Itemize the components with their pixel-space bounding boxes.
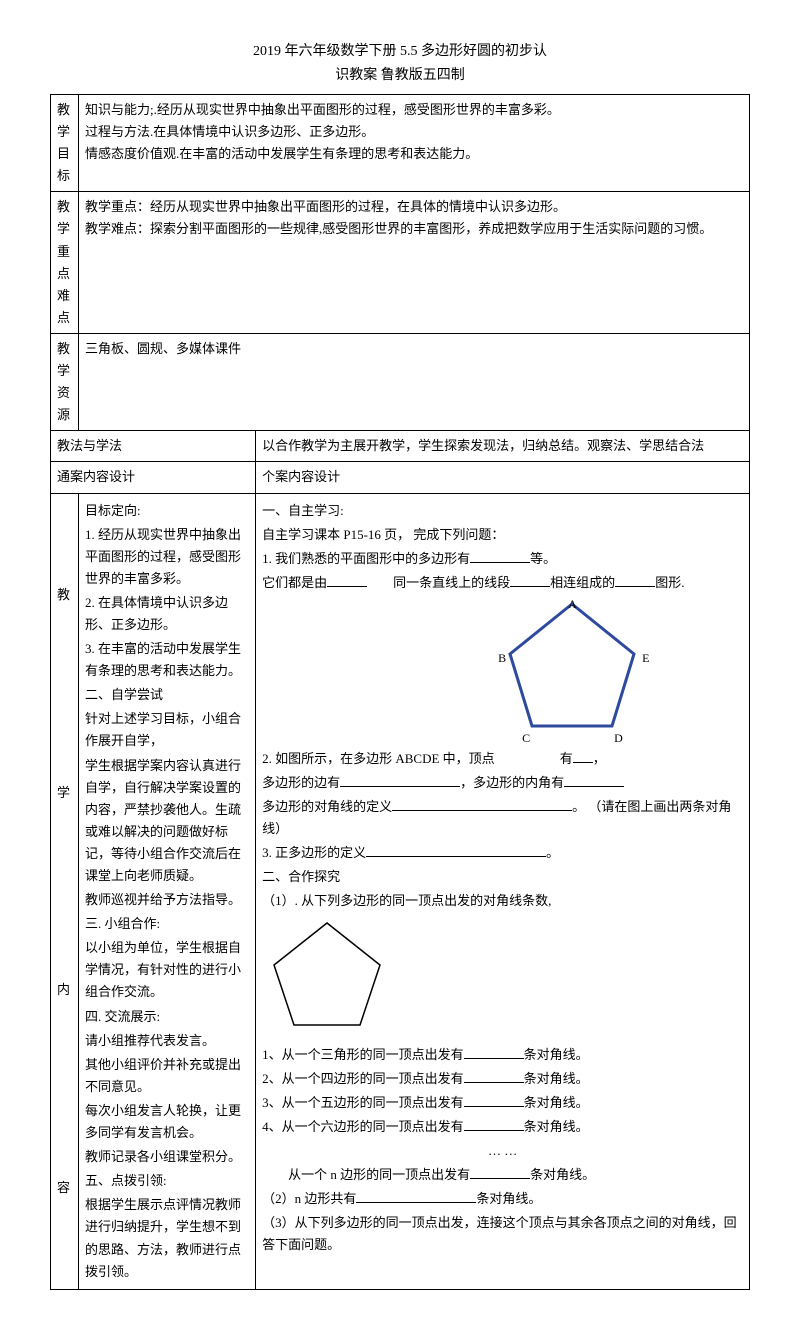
plan-col1-header: 通案内容设计	[51, 462, 256, 493]
focus-text: 教学重点：经历从现实世界中抽象出平面图形的过程，在具体的情境中认识多边形。 教学…	[79, 192, 750, 334]
goal-text: 知识与能力;.经历从现实世界中抽象出平面图形的过程，感受图形世界的丰富多彩。 过…	[79, 95, 750, 192]
focus-label: 教 学 重 点 难 点	[51, 192, 79, 334]
doc-title: 2019 年六年级数学下册 5.5 多边形好圆的初步认	[50, 40, 750, 60]
resource-label: 教学资源	[51, 333, 79, 430]
goal-label: 教学目标	[51, 95, 79, 192]
resource-text: 三角板、圆规、多媒体课件	[79, 333, 750, 430]
right-content: 一、自主学习: 自主学习课本 P15-16 页， 完成下列问题： 1. 我们熟悉…	[256, 493, 750, 1289]
vertex-d: D	[614, 728, 623, 748]
vertex-c: C	[522, 728, 530, 748]
doc-subtitle: 识教案 鲁教版五四制	[50, 64, 750, 84]
pentagon-black-figure	[262, 915, 743, 1042]
plan-col2-header: 个案内容设计	[256, 462, 750, 493]
vertex-a: A	[568, 594, 577, 614]
side-label: 教 学 内 容	[51, 493, 79, 1289]
pentagon-blue-figure: A B C D E	[262, 596, 743, 746]
method-label: 教法与学法	[51, 431, 256, 462]
vertex-b: B	[498, 648, 506, 668]
left-content: 目标定向: 1. 经历从现实世界中抽象出平面图形的过程，感受图形世界的丰富多彩。…	[79, 493, 256, 1289]
lesson-plan-table: 教学目标 知识与能力;.经历从现实世界中抽象出平面图形的过程，感受图形世界的丰富…	[50, 94, 750, 1290]
method-text: 以合作教学为主展开教学，学生探索发现法，归纳总结。观察法、学思结合法	[256, 431, 750, 462]
vertex-e: E	[642, 648, 649, 668]
